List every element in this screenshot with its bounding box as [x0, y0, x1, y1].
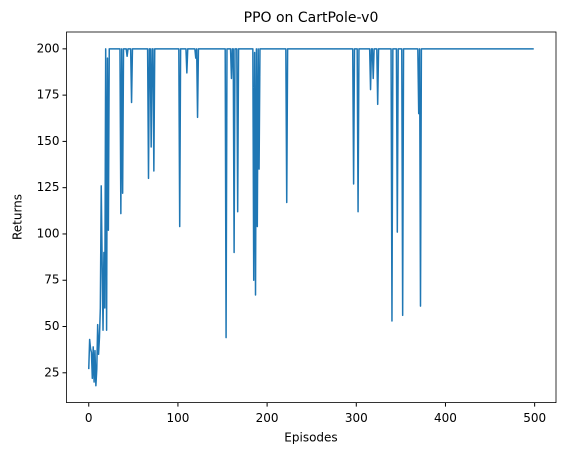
- y-tick-label: 50: [44, 319, 59, 333]
- x-tick-label: 400: [434, 411, 457, 425]
- x-tick-label: 300: [345, 411, 368, 425]
- x-tick-label: 0: [85, 411, 93, 425]
- x-tick-label: 200: [256, 411, 279, 425]
- chart-title: PPO on CartPole-v0: [244, 10, 379, 26]
- y-tick-label: 150: [37, 134, 60, 148]
- y-tick-label: 200: [37, 41, 60, 55]
- y-tick-label: 25: [44, 365, 59, 379]
- y-tick-label: 125: [37, 180, 60, 194]
- x-tick-label: 500: [523, 411, 546, 425]
- x-axis-label: Episodes: [284, 431, 337, 445]
- data-line: [88, 48, 534, 387]
- y-axis-label: Returns: [11, 194, 25, 240]
- plot-frame: [66, 31, 557, 404]
- x-tick-label: 100: [166, 411, 189, 425]
- y-tick-label: 175: [37, 88, 60, 102]
- y-tick-label: 100: [37, 226, 60, 240]
- y-tick-label: 75: [44, 273, 59, 287]
